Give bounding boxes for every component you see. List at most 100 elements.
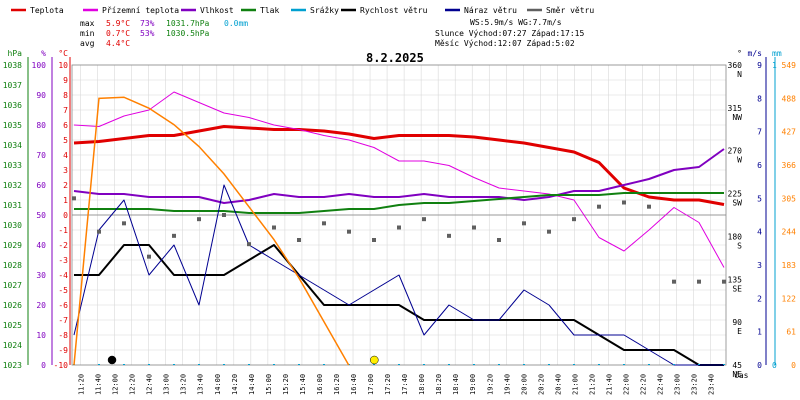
- y-tick-label: 2: [63, 181, 68, 190]
- wind-direction-point: [172, 233, 176, 238]
- y-tick-label: 1024: [3, 341, 22, 350]
- x-tick-label: 17:00: [367, 374, 375, 395]
- y-tick-label: 40: [36, 241, 46, 250]
- y-axes: hPa1038103710361035103410331032103110301…: [3, 49, 796, 379]
- y-tick-label: 549: [782, 61, 797, 70]
- y-tick-label: 0: [757, 361, 762, 370]
- y-tick-label: 0: [63, 211, 68, 220]
- sun-info: Slunce Východ:07:27 Západ:17:15: [435, 29, 584, 38]
- rain-bar: [548, 364, 550, 365]
- rain-bar: [298, 364, 300, 365]
- stats-hum: 53%: [140, 29, 155, 38]
- x-tick-label: 19:40: [503, 374, 511, 395]
- y-tick-label: 225: [728, 190, 743, 199]
- y-tick-label: 183: [782, 261, 797, 270]
- grid: [71, 64, 727, 366]
- x-axis-label: čas: [734, 370, 749, 380]
- wind-direction-point: [522, 221, 526, 226]
- y-tick-label: S: [737, 241, 742, 250]
- rain-bar: [98, 364, 100, 365]
- wind-direction-point: [622, 200, 626, 205]
- y-tick-label: 0: [791, 361, 796, 370]
- legend-label: Rychlost větru: [360, 6, 428, 15]
- wind-direction-point: [272, 225, 276, 230]
- x-tick-label: 15:40: [299, 374, 307, 395]
- wind-direction-point: [222, 213, 226, 217]
- sunset-marker: [370, 355, 379, 365]
- y-tick-label: NW: [732, 113, 742, 122]
- rain-bar: [373, 364, 375, 365]
- wind-direction-point: [572, 217, 576, 222]
- wind-direction-point: [472, 225, 476, 230]
- y-tick-label: 1028: [3, 261, 22, 270]
- y-tick-label: 9: [757, 61, 762, 70]
- y-tick-label: 4: [757, 228, 762, 237]
- y-tick-label: -1: [58, 226, 68, 235]
- x-tick-label: 16:20: [333, 374, 341, 395]
- wind-direction-point: [247, 242, 251, 247]
- rain-bar: [273, 364, 275, 365]
- y-tick-label: NE: [732, 370, 742, 379]
- x-tick-label: 21:20: [588, 374, 596, 395]
- y-axis-unit: °C: [58, 49, 68, 58]
- stats-temp: 4.4°C: [106, 39, 130, 48]
- y-tick-label: 6: [63, 121, 68, 130]
- y-tick-label: SE: [732, 284, 742, 293]
- x-tick-label: 21:40: [605, 374, 613, 395]
- rain-bar: [723, 364, 725, 365]
- wind-direction-point: [97, 229, 101, 234]
- stats-press: 1030.5hPa: [166, 29, 210, 38]
- series-line: [73, 148, 725, 204]
- wind-direction-point: [672, 279, 676, 284]
- y-tick-label: 0: [41, 361, 46, 370]
- series-line: [73, 125, 725, 206]
- rain-bar: [473, 364, 475, 365]
- rain-bar: [148, 364, 150, 365]
- y-tick-label: 60: [36, 181, 46, 190]
- legend-label: Vlhkost: [200, 6, 234, 15]
- x-axis: 11:20 11:40 12:00 12:20 12:40 13:00 13:20 13:40…: [78, 374, 716, 395]
- rain-bar: [598, 364, 600, 365]
- y-tick-label: 135: [728, 275, 743, 284]
- y-tick-label: SW: [732, 199, 742, 208]
- y-tick-label: 366: [782, 161, 797, 170]
- rain-bar: [698, 364, 700, 365]
- wind-direction-point: [497, 238, 501, 242]
- rain-bar: [448, 364, 450, 365]
- x-tick-label: 19:20: [486, 374, 494, 395]
- y-tick-label: -5: [58, 286, 68, 295]
- legend-label: Tlak: [260, 6, 279, 15]
- wind-direction-point: [397, 225, 401, 230]
- y-tick-label: -8: [58, 331, 68, 340]
- rain-bar: [573, 364, 575, 365]
- series-line: [73, 91, 725, 268]
- y-tick-label: 70: [36, 151, 46, 160]
- x-tick-label: 16:40: [350, 374, 358, 395]
- moonrise-marker: [107, 355, 117, 365]
- wind-direction-point: [322, 221, 326, 226]
- y-tick-label: -10: [54, 361, 69, 370]
- y-tick-label: 6: [757, 161, 762, 170]
- rain-bar: [398, 364, 400, 365]
- wind-direction-point: [597, 204, 601, 209]
- stats-hum: 73%: [140, 19, 155, 28]
- x-tick-label: 17:20: [384, 374, 392, 395]
- y-tick-label: 50: [36, 211, 46, 220]
- y-tick-label: 122: [782, 294, 797, 303]
- y-tick-label: 1036: [3, 101, 22, 110]
- x-tick-label: 13:40: [197, 374, 205, 395]
- x-tick-label: 20:40: [554, 374, 562, 395]
- y-tick-label: 9: [63, 76, 68, 85]
- x-tick-label: 13:20: [180, 374, 188, 395]
- wind-direction-point: [72, 196, 76, 201]
- y-tick-label: 305: [782, 194, 797, 203]
- y-tick-label: 1034: [3, 141, 22, 150]
- x-tick-label: 22:40: [657, 374, 665, 395]
- rain-bar: [198, 364, 200, 365]
- y-axis-unit: hPa: [8, 49, 23, 58]
- moon-info: Měsíc Východ:12:07 Západ:5:02: [435, 39, 575, 48]
- y-tick-label: -6: [58, 301, 68, 310]
- series-line: [73, 184, 724, 366]
- y-axis-unit: m/s: [748, 49, 763, 58]
- y-tick-label: 315: [728, 104, 743, 113]
